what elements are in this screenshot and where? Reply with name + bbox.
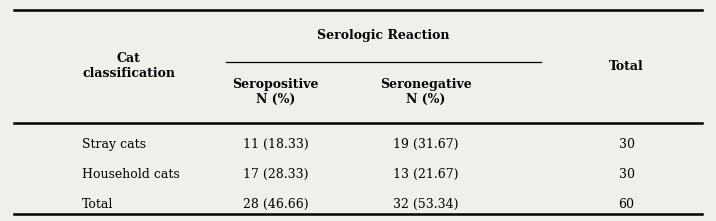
Text: 19 (31.67): 19 (31.67) (393, 138, 459, 151)
Text: 28 (46.66): 28 (46.66) (243, 198, 309, 211)
Text: Total: Total (82, 198, 114, 211)
Text: 60: 60 (619, 198, 634, 211)
Text: 30: 30 (619, 168, 634, 181)
Text: 13 (21.67): 13 (21.67) (393, 168, 459, 181)
Text: 17 (28.33): 17 (28.33) (243, 168, 309, 181)
Text: Total: Total (609, 60, 644, 73)
Text: Serologic Reaction: Serologic Reaction (316, 29, 450, 42)
Text: Household cats: Household cats (82, 168, 180, 181)
Text: Seronegative
N (%): Seronegative N (%) (380, 78, 472, 106)
Text: Cat
classification: Cat classification (82, 52, 175, 80)
Text: 11 (18.33): 11 (18.33) (243, 138, 309, 151)
Text: 30: 30 (619, 138, 634, 151)
Text: Stray cats: Stray cats (82, 138, 146, 151)
Text: Seropositive
N (%): Seropositive N (%) (233, 78, 319, 106)
Text: 32 (53.34): 32 (53.34) (393, 198, 459, 211)
